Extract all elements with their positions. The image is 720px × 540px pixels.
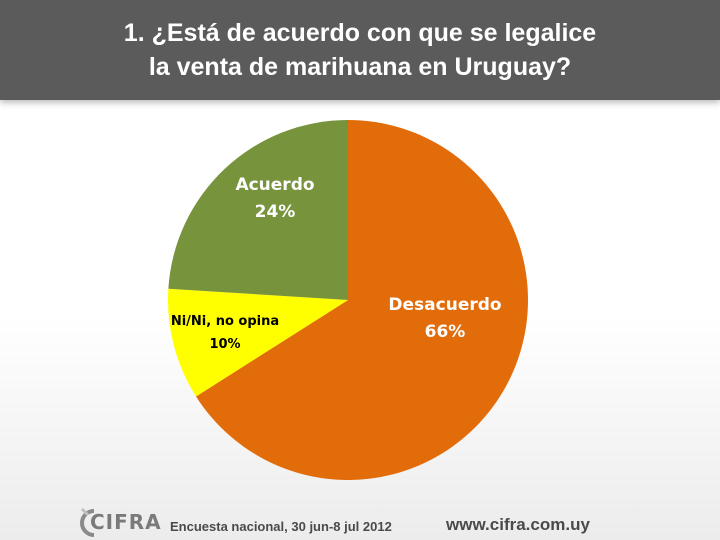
cifra-logo-icon [80, 507, 95, 537]
slice-value-ni-ni-no-opina: 10% [209, 337, 240, 352]
pie-slice-ni-ni-no-opina [168, 288, 348, 397]
pie-slice-desacuerdo [196, 120, 528, 481]
slice-value-acuerdo: 24% [255, 202, 296, 222]
pie-chart-area: Desacuerdo 66% Ni/Ni, no opina 10% Acuerdo 24… [0, 100, 720, 500]
page-title-line-1: 1. ¿Está de acuerdo con que se legalice [123, 19, 597, 47]
title-bar: 1. ¿Está de acuerdo con que se legalice … [0, 0, 720, 100]
slice-label-ni-ni-no-opina: Ni/Ni, no opina [171, 314, 279, 329]
pie-slice-acuerdo [168, 120, 348, 300]
website-link[interactable]: www.cifra.com.uy [446, 515, 590, 534]
slice-value-desacuerdo: 66% [425, 322, 466, 342]
pie-chart: Desacuerdo 66% Ni/Ni, no opina 10% Acuerdo 24… [168, 120, 528, 481]
footer: CIFRA Encuesta nacional, 30 jun-8 jul 20… [0, 505, 720, 540]
page-title-line-2: la venta de marihuana en Uruguay? [148, 53, 572, 81]
slice-label-acuerdo: Acuerdo [235, 175, 314, 195]
slice-label-desacuerdo: Desacuerdo [388, 295, 501, 315]
survey-note: Encuesta nacional, 30 jun-8 jul 2012 [170, 519, 392, 534]
logo-text: CIFRA [90, 510, 162, 534]
